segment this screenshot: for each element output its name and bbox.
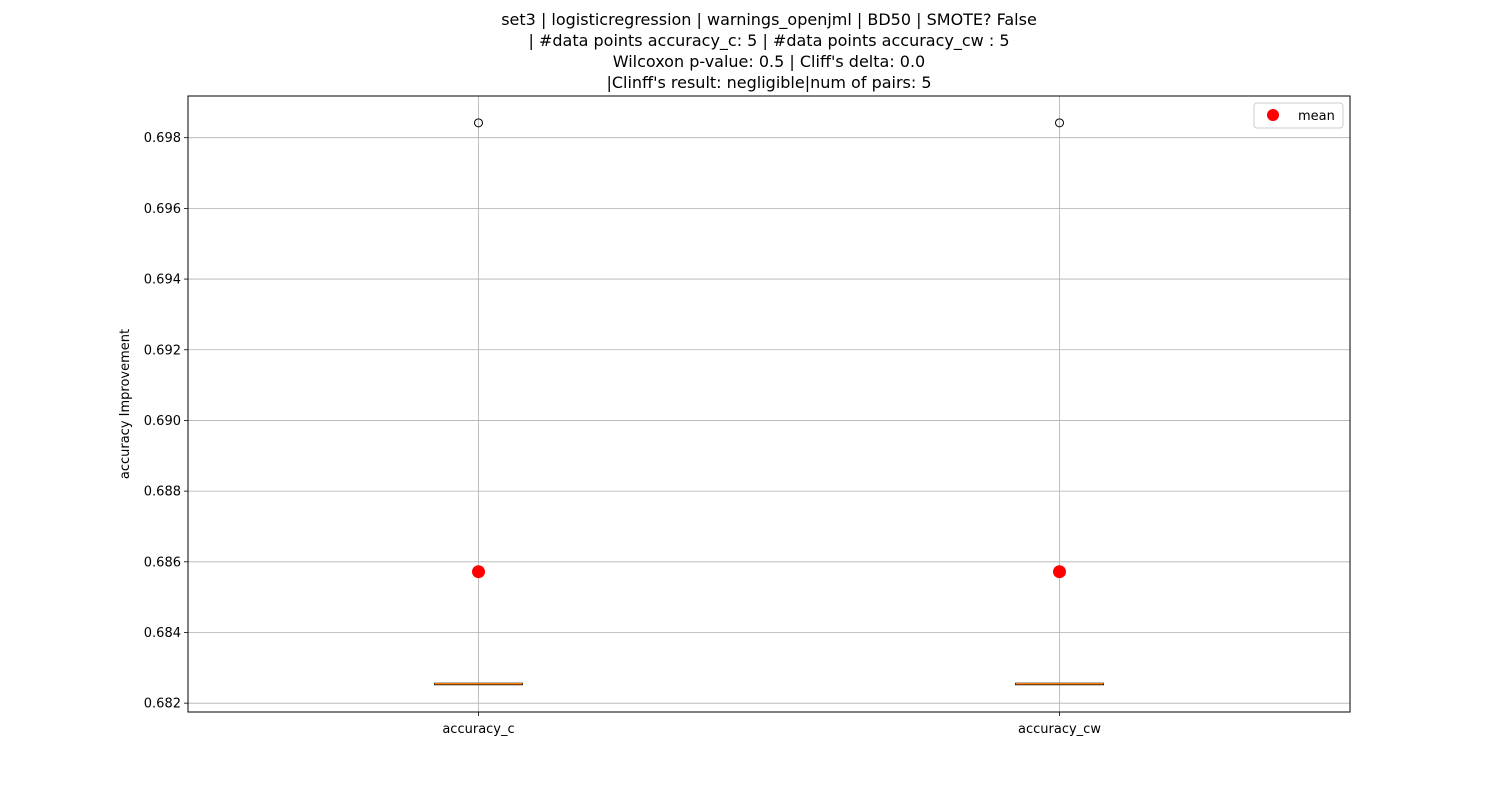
y-tick-label: 0.694 bbox=[144, 273, 181, 288]
outlier-point bbox=[1055, 118, 1064, 128]
y-tick-label: 0.690 bbox=[144, 414, 181, 429]
y-tick-label: 0.686 bbox=[144, 555, 181, 570]
grid bbox=[188, 96, 1350, 712]
legend-box bbox=[1253, 102, 1344, 129]
y-tick-label: 0.682 bbox=[144, 697, 181, 712]
y-tick-label: 0.696 bbox=[144, 202, 181, 217]
y-tick-label: 0.692 bbox=[144, 343, 181, 358]
legend-mean-marker bbox=[1267, 109, 1279, 121]
x-axis: accuracy_c accuracy_cw bbox=[442, 712, 1101, 737]
y-axis: 0.682 0.684 0.686 0.688 0.690 0.692 0.694 0.696… bbox=[144, 131, 188, 712]
box-accuracy_cw bbox=[1015, 118, 1104, 686]
legend-label-mean: mean bbox=[1298, 109, 1335, 124]
mean-marker bbox=[1053, 565, 1066, 579]
y-axis-label: accuracy Improvement bbox=[118, 329, 133, 479]
y-tick-label: 0.698 bbox=[144, 131, 181, 146]
x-tick-label: accuracy_c bbox=[442, 722, 514, 737]
title-line-4: |Clinff's result: negligible|num of pair… bbox=[606, 73, 931, 92]
title-line-1: set3 | logisticregression | warnings_ope… bbox=[501, 10, 1037, 30]
plot-frame bbox=[187, 95, 1351, 713]
title-line-3: Wilcoxon p-value: 0.5 | Cliff's delta: 0… bbox=[613, 52, 925, 71]
box-accuracy_c bbox=[434, 118, 523, 686]
y-tick-label: 0.684 bbox=[144, 626, 181, 641]
y-tick-label: 0.688 bbox=[144, 485, 181, 500]
chart-title: set3 | logisticregression | warnings_ope… bbox=[501, 10, 1037, 92]
boxes bbox=[434, 118, 1104, 686]
mean-marker bbox=[472, 565, 485, 579]
legend: mean bbox=[1253, 102, 1344, 129]
x-tick-label: accuracy_cw bbox=[1018, 722, 1101, 737]
title-line-2: | #data points accuracy_c: 5 | #data poi… bbox=[528, 31, 1009, 51]
outlier-point bbox=[474, 118, 483, 128]
